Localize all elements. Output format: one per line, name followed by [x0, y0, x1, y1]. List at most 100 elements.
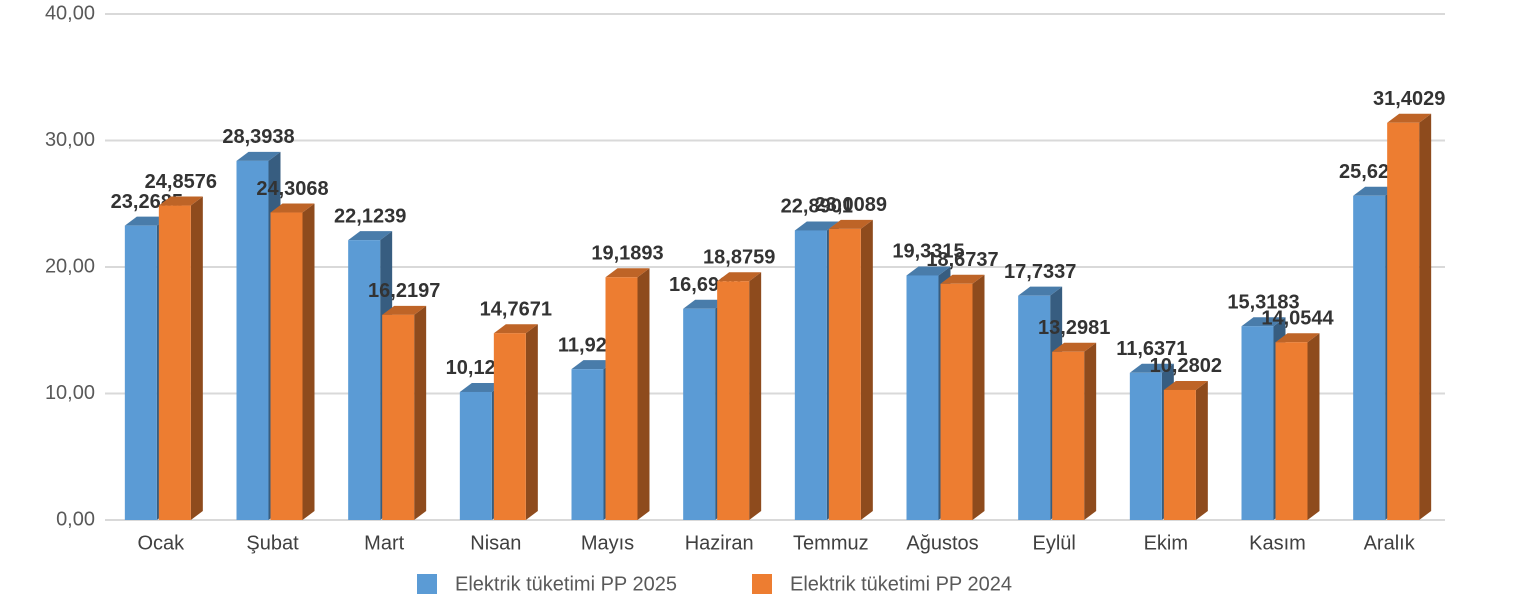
bar-side: [414, 305, 427, 520]
bar: [382, 305, 427, 520]
bar-front: [1129, 372, 1162, 520]
bar: [1275, 333, 1320, 520]
data-label: 24,3068: [256, 178, 328, 200]
bar-top: [1052, 342, 1097, 352]
bar-top: [459, 382, 504, 392]
bar-top: [1387, 113, 1432, 123]
x-tick-label: Ekim: [1144, 532, 1188, 554]
bar-top: [1018, 286, 1063, 296]
bar-front: [493, 333, 526, 520]
bar-front: [906, 275, 939, 520]
data-label: 14,7671: [480, 298, 552, 320]
bar: [1387, 113, 1432, 520]
legend-label: Elektrik tüketimi PP 2025: [455, 573, 677, 595]
bar-front: [124, 225, 157, 520]
bar-front: [605, 277, 638, 520]
data-label: 18,6737: [926, 249, 998, 271]
data-label: 23,0089: [815, 194, 887, 216]
data-label: 14,0544: [1261, 307, 1334, 329]
legend-swatch: [417, 574, 437, 594]
bar-side: [860, 219, 873, 520]
bar-top: [683, 299, 728, 309]
bar: [717, 272, 762, 520]
bar-front: [459, 391, 492, 520]
data-label: 11,6371: [1116, 338, 1187, 360]
data-label: 17,7337: [1004, 261, 1076, 283]
bar-front: [1163, 389, 1196, 520]
bar: [493, 324, 538, 520]
bar: [940, 274, 985, 520]
bar-front: [571, 369, 604, 520]
y-tick-label: 20,00: [45, 255, 95, 277]
bar-side: [749, 272, 762, 520]
bar-top: [382, 305, 427, 315]
bar: [828, 219, 873, 520]
bar-front: [1018, 295, 1051, 520]
bar-front: [1353, 195, 1386, 521]
x-tick-label: Ağustos: [906, 532, 978, 554]
data-label: 22,8901: [781, 196, 853, 218]
bar-front: [1387, 122, 1420, 520]
bar-top: [794, 221, 839, 231]
bar-top: [236, 151, 281, 161]
bar: [1163, 380, 1208, 520]
x-tick-label: Kasım: [1249, 532, 1306, 554]
data-label: 31,4029: [1373, 88, 1445, 110]
bar: [1052, 342, 1097, 520]
bar-side: [1195, 380, 1208, 520]
y-tick-label: 0,00: [56, 508, 95, 530]
bar-top: [828, 219, 873, 229]
bar-top: [1241, 317, 1286, 327]
data-label: 28,3938: [222, 126, 294, 148]
y-tick-label: 30,00: [45, 129, 95, 151]
bar-top: [1129, 363, 1174, 373]
bar-front: [794, 230, 827, 520]
data-label: 10,2802: [1150, 355, 1222, 377]
bar-side: [1084, 342, 1097, 520]
data-label: 16,2197: [368, 280, 440, 302]
bar: [605, 268, 650, 520]
bar-front: [1241, 326, 1274, 520]
x-tick-label: Ocak: [137, 532, 185, 554]
x-tick-label: Temmuz: [793, 532, 869, 554]
data-label: 24,8576: [145, 171, 217, 193]
bar: [270, 203, 315, 520]
bar-front: [382, 314, 415, 520]
bar-side: [525, 324, 538, 520]
bar-front: [683, 308, 716, 520]
x-tick-label: Eylül: [1032, 532, 1075, 554]
bar-side: [302, 203, 315, 520]
x-tick-label: Mayıs: [581, 532, 634, 554]
bar-side: [1307, 333, 1320, 520]
bar-front: [348, 240, 381, 520]
data-label: 15,3183: [1227, 292, 1299, 314]
bar-front: [270, 212, 303, 520]
data-label: 19,3315: [892, 241, 964, 263]
bar-top: [1353, 186, 1398, 196]
x-tick-label: Şubat: [246, 532, 299, 554]
y-tick-label: 10,00: [45, 382, 95, 404]
bar-front: [236, 160, 269, 521]
legend-label: Elektrik tüketimi PP 2024: [790, 573, 1012, 595]
bar-front: [1275, 342, 1308, 520]
bar-top: [124, 216, 169, 226]
bar-top: [1275, 333, 1320, 343]
bar-side: [190, 196, 203, 520]
data-label: 18,8759: [703, 247, 775, 269]
bar-front: [717, 281, 750, 520]
bar-top: [571, 360, 616, 370]
x-tick-label: Haziran: [685, 532, 754, 554]
bar-side: [972, 274, 985, 520]
x-tick-label: Aralık: [1364, 532, 1416, 554]
bar-front: [1052, 351, 1085, 520]
bar-front: [158, 205, 191, 520]
bar-top: [605, 268, 650, 278]
bar-top: [158, 196, 203, 206]
data-label: 19,1893: [591, 243, 663, 265]
x-tick-label: Mart: [364, 532, 404, 554]
bar-side: [1419, 113, 1432, 520]
legend-swatch: [752, 574, 772, 594]
bar-top: [940, 274, 985, 284]
bar-top: [906, 266, 951, 276]
